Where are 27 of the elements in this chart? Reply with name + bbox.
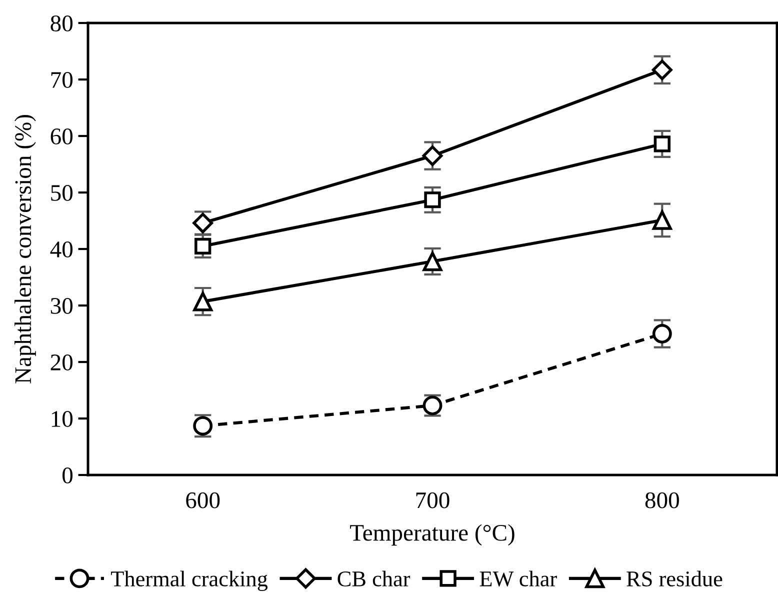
x-tick-label: 700: [416, 492, 450, 508]
point: [424, 192, 441, 208]
point: [652, 60, 672, 80]
point: [654, 136, 670, 152]
y-tick-label: 70: [51, 72, 73, 88]
point: [422, 146, 443, 166]
y-tick-label: 80: [50, 15, 73, 32]
point: [193, 292, 213, 312]
legend-label: Thermal cracking: [111, 570, 268, 591]
legend-label: CB char: [338, 570, 410, 586]
y-tick-label: 40: [50, 241, 73, 258]
y-tick-label: 20: [50, 354, 73, 370]
legend-label: RS residue: [626, 570, 722, 586]
point: [652, 324, 672, 344]
y-axis-title: Naphthalene conversion (%): [14, 114, 36, 384]
y-tick-label: 0: [62, 467, 73, 484]
y-tick-label: 50: [51, 184, 73, 201]
point: [194, 238, 212, 255]
point: [422, 252, 442, 272]
y-tick-label: 10: [52, 410, 73, 427]
x-tick-label: 800: [645, 492, 679, 508]
legend-label: EW char: [480, 570, 557, 587]
y-tick-label: 30: [50, 298, 73, 314]
y-tick-label: 60: [50, 128, 73, 144]
point: [652, 210, 672, 230]
x-axis-title: Temperature (°C): [350, 524, 514, 546]
x-tick-label: 600: [186, 492, 220, 508]
